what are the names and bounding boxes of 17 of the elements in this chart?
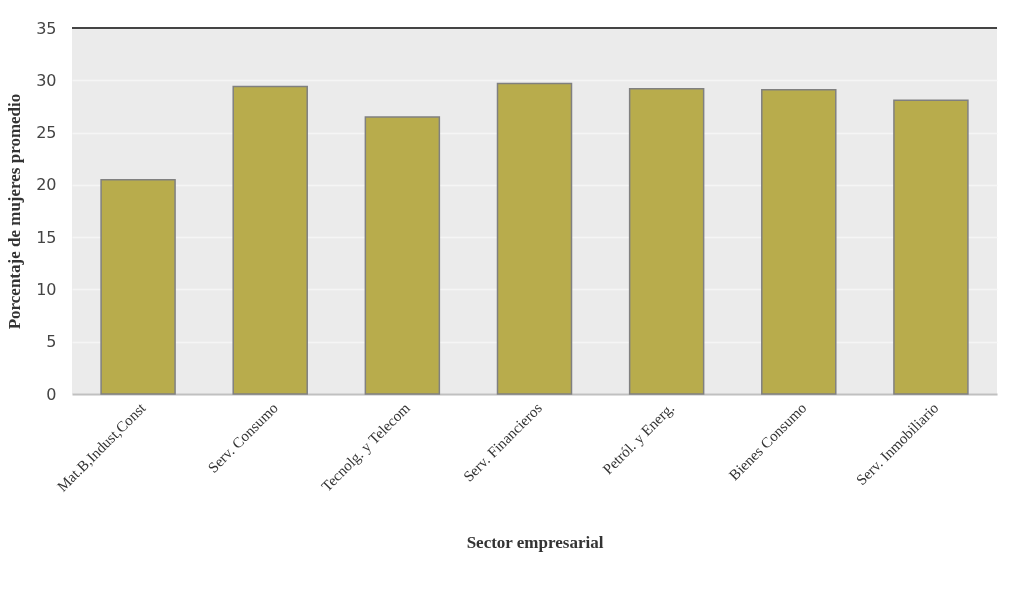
x-axis-title: Sector empresarial xyxy=(466,532,604,552)
y-tick-label: 25 xyxy=(36,123,57,143)
bar xyxy=(761,88,837,395)
y-tick-label: 5 xyxy=(46,332,57,352)
y-tick-label: 20 xyxy=(36,175,57,195)
bar xyxy=(496,82,573,395)
bar xyxy=(893,99,969,395)
y-tick-label: 30 xyxy=(36,70,57,90)
bar xyxy=(232,85,308,395)
y-tick-label: 35 xyxy=(36,18,57,38)
bar xyxy=(100,178,176,395)
y-tick-label: 0 xyxy=(46,384,57,404)
y-tick-label: 15 xyxy=(36,227,57,247)
bar xyxy=(628,87,705,395)
bar xyxy=(364,116,441,395)
y-axis-title: Porcentaje de mujeres promedio xyxy=(5,93,25,330)
y-tick-label: 10 xyxy=(36,279,57,299)
